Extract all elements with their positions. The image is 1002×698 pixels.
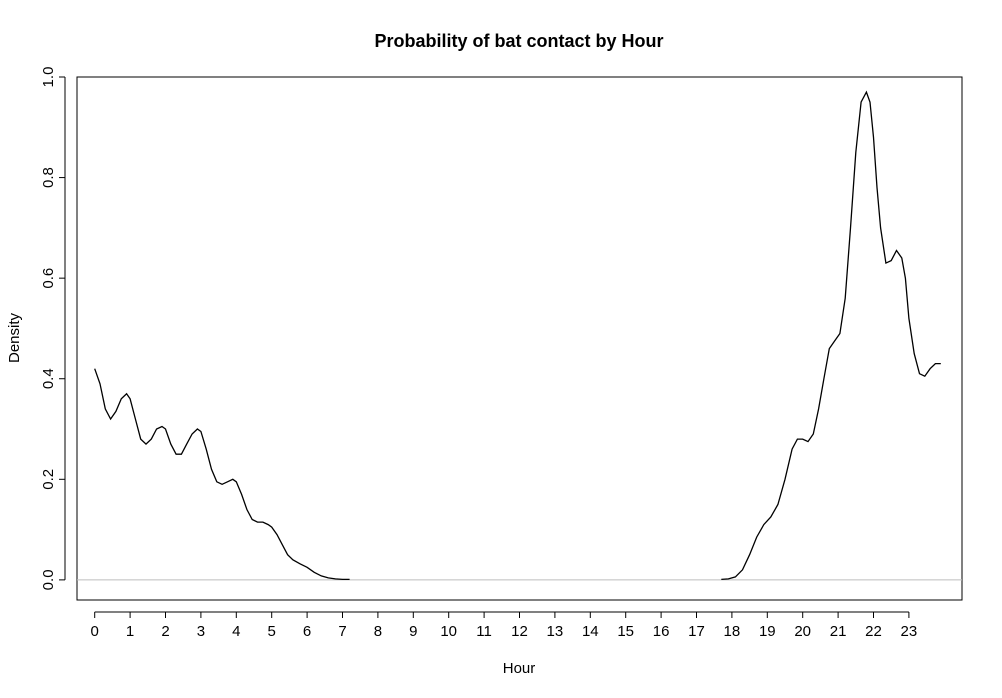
x-tick-label: 7 [338,623,346,640]
x-tick-label: 6 [303,623,311,640]
x-tick-label: 4 [232,623,240,640]
x-tick-label: 21 [830,623,847,640]
x-tick-label: 3 [197,623,205,640]
y-axis: 0.0 0.2 0.4 0.6 0.8 1.0 [40,67,66,590]
x-tick-label: 23 [901,623,918,640]
x-tick-label: 15 [617,623,634,640]
x-tick-label: 2 [161,623,169,640]
x-tick-label: 0 [91,623,99,640]
plot-frame [76,76,963,601]
x-tick-label: 13 [547,623,564,640]
x-tick-label: 1 [126,623,134,640]
y-tick-label: 0.6 [40,268,57,289]
y-axis-label: Density [6,312,23,363]
x-tick-label: 16 [653,623,670,640]
x-tick-label: 17 [688,623,705,640]
x-tick-label: 12 [511,623,528,640]
x-tick-label: 9 [409,623,417,640]
x-tick-label: 5 [268,623,276,640]
y-tick-label: 1.0 [40,67,57,88]
density-curve [94,90,941,581]
x-tick-label: 14 [582,623,599,640]
x-axis: 0 1 2 3 4 5 6 7 8 9 10 11 12 13 14 15 16 17 18 19 20 21 22 23 [91,611,918,640]
y-tick-label: 0.4 [40,368,57,389]
x-tick-label: 8 [374,623,382,640]
y-tick-label: 0.0 [40,569,57,590]
y-tick-label: 0.2 [40,469,57,490]
x-axis-label: Hour [503,660,536,677]
x-tick-label: 22 [865,623,882,640]
x-tick-label: 19 [759,623,776,640]
chart-title: Probability of bat contact by Hour [374,31,663,51]
x-tick-label: 18 [724,623,741,640]
x-tick-label: 10 [440,623,457,640]
y-tick-label: 0.8 [40,167,57,188]
x-tick-label: 20 [794,623,811,640]
x-tick-label: 11 [476,623,492,640]
